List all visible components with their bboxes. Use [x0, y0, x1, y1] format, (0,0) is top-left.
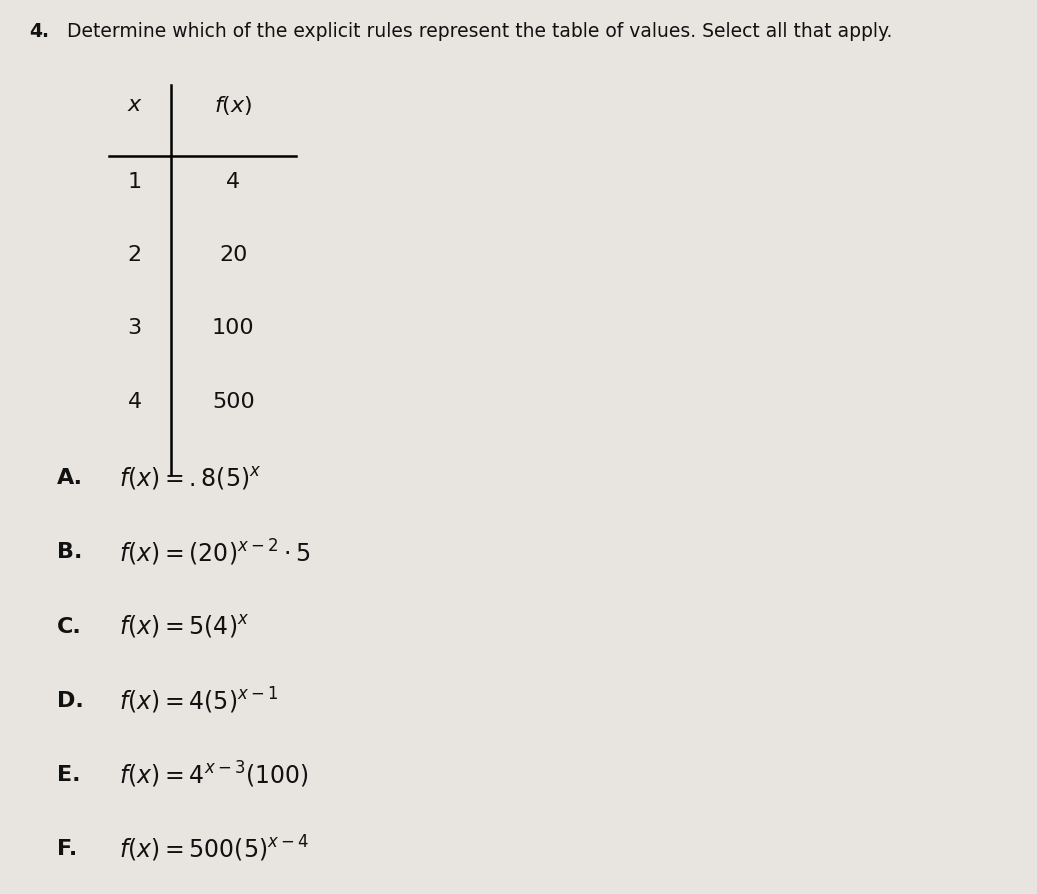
Text: C.: C. — [57, 617, 82, 637]
Text: 20: 20 — [219, 245, 248, 265]
Text: 4: 4 — [128, 392, 142, 411]
Text: 1: 1 — [128, 172, 142, 191]
Text: 3: 3 — [128, 318, 142, 338]
Text: $f(x) = 4(5)^{x-1}$: $f(x) = 4(5)^{x-1}$ — [119, 686, 279, 716]
Text: A.: A. — [57, 468, 83, 488]
Text: 2: 2 — [128, 245, 142, 265]
Text: $f(x) = .8(5)^x$: $f(x) = .8(5)^x$ — [119, 465, 261, 492]
Text: $f(x) = 4^{x-3}(100)$: $f(x) = 4^{x-3}(100)$ — [119, 760, 309, 790]
Text: $f(x) = 5(4)^x$: $f(x) = 5(4)^x$ — [119, 613, 250, 640]
Text: $f(x)$: $f(x)$ — [214, 94, 253, 117]
Text: $f(x) = 500(5)^{x-4}$: $f(x) = 500(5)^{x-4}$ — [119, 834, 309, 864]
Text: 4.: 4. — [29, 22, 49, 41]
Text: E.: E. — [57, 765, 81, 785]
Text: Determine which of the explicit rules represent the table of values. Select all : Determine which of the explicit rules re… — [67, 22, 893, 41]
Text: 500: 500 — [212, 392, 255, 411]
Text: 100: 100 — [212, 318, 255, 338]
Text: D.: D. — [57, 691, 84, 711]
Text: B.: B. — [57, 543, 82, 562]
Text: 4: 4 — [226, 172, 241, 191]
Text: $f(x) = (20)^{x-2} \cdot 5$: $f(x) = (20)^{x-2} \cdot 5$ — [119, 537, 311, 568]
Text: F.: F. — [57, 839, 78, 859]
Text: $x$: $x$ — [127, 94, 143, 116]
